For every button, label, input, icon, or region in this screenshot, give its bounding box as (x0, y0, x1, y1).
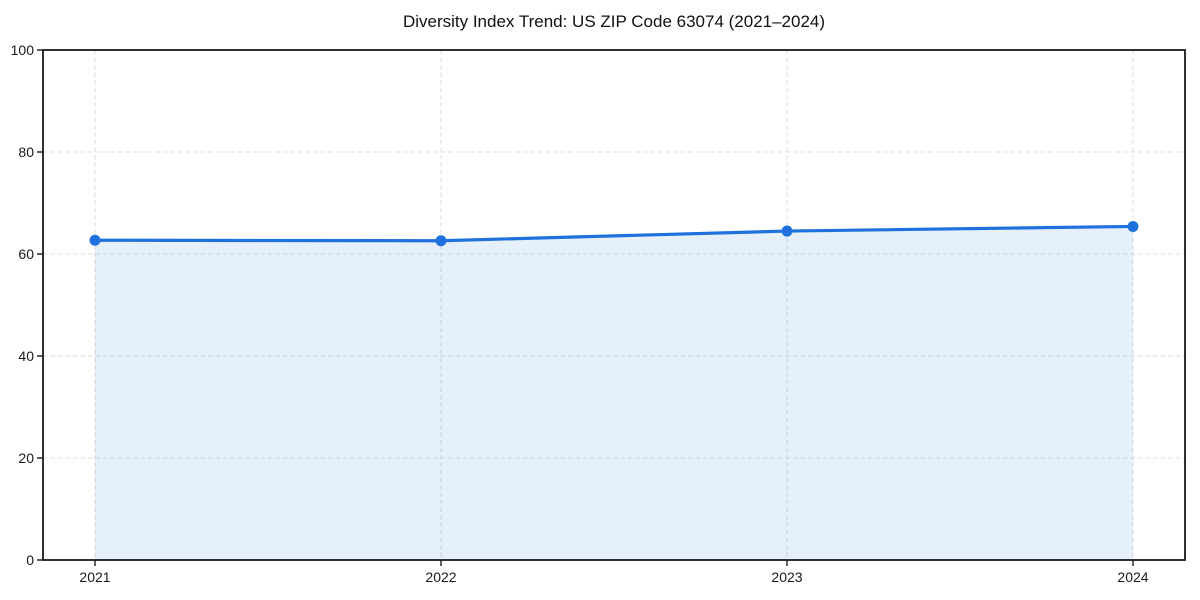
plot-border-layer (42, 49, 1186, 561)
x-tick-label: 2022 (425, 569, 456, 585)
area-fill-layer (95, 226, 1133, 560)
x-tick-label: 2024 (1117, 569, 1148, 585)
data-point-marker (781, 225, 793, 237)
chart-title: Diversity Index Trend: US ZIP Code 63074… (402, 12, 826, 31)
y-tick-label: 60 (18, 246, 34, 262)
data-point-marker (1127, 220, 1139, 232)
trend-line (93, 224, 1135, 243)
axis-tick-labels: 0 20 40 60 80 100 2021 2022 2023 2024 (11, 42, 1149, 585)
y-tick-label: 0 (26, 552, 34, 568)
y-tick-label: 40 (18, 348, 34, 364)
x-tick-label: 2023 (771, 569, 802, 585)
y-tick-label: 100 (11, 42, 35, 58)
x-tick-label: 2021 (79, 569, 110, 585)
data-point-marker (89, 234, 101, 246)
area-fill (95, 226, 1133, 560)
data-point-markers (89, 220, 1139, 247)
y-tick-label: 20 (18, 450, 34, 466)
plot-border (42, 49, 1186, 561)
y-tick-label: 80 (18, 144, 34, 160)
data-point-marker (435, 235, 447, 247)
trend-line-layer (93, 224, 1135, 243)
axis-ticks (37, 49, 1134, 566)
